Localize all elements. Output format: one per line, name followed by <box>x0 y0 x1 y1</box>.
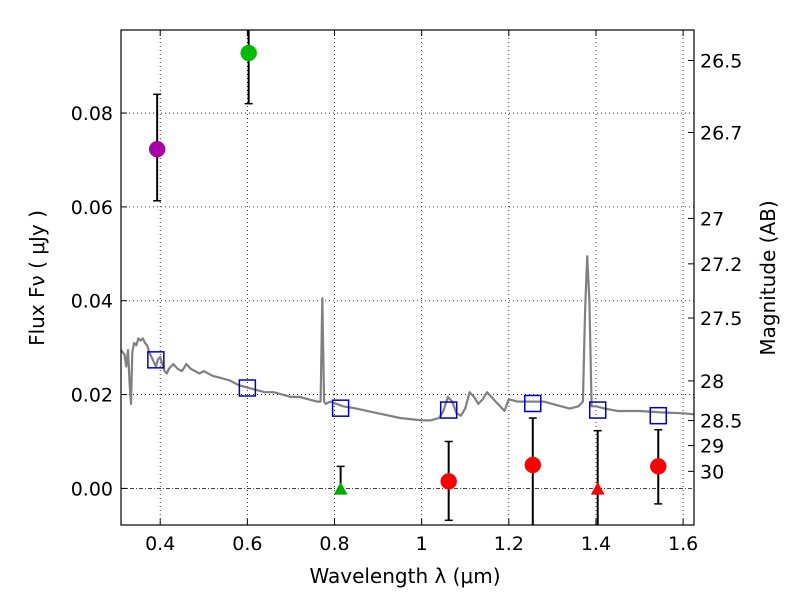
upper-limit-marker <box>333 481 348 495</box>
y-tick-label: 0.00 <box>71 478 113 500</box>
x-tick-label: 1.6 <box>668 533 698 555</box>
x-tick-label: 1.2 <box>494 533 524 555</box>
error-bars <box>153 30 663 525</box>
observed-photometry <box>148 44 667 495</box>
sed-model-line <box>120 255 695 422</box>
model-photometry-square <box>147 351 165 369</box>
x-tick-label: 0.8 <box>319 533 349 555</box>
x-tick-label: 1 <box>416 533 428 555</box>
observed-flux-point <box>440 473 457 490</box>
observed-flux-point <box>240 44 257 62</box>
x-tick-label: 1.4 <box>581 533 611 555</box>
y-tick-label: 0.02 <box>71 385 113 407</box>
y-tick-label: 0.06 <box>71 197 113 219</box>
y-axis-ticks: 0.00 0.02 0.04 0.06 0.08 <box>71 103 127 500</box>
y-tick-label: 0.08 <box>71 103 113 125</box>
sed-model-curve <box>120 255 695 422</box>
model-photometry-square <box>439 401 458 419</box>
y2-axis-label: Magnitude (AB) <box>756 200 780 355</box>
y2-tick-label: 26.5 <box>700 50 742 72</box>
y2-tick-label: 27 <box>700 208 724 230</box>
observed-flux-point <box>148 140 166 158</box>
y2-tick-label: 27.5 <box>700 308 742 330</box>
upper-limit-marker <box>590 481 605 495</box>
y-tick-label: 0.04 <box>71 291 113 313</box>
observed-flux-point <box>524 456 542 474</box>
y2-tick-label: 26.7 <box>700 122 742 144</box>
x-axis-ticks: 0.4 0.6 0.8 1 1.2 1.4 1.6 <box>145 30 698 555</box>
model-photometry-square <box>238 379 257 397</box>
x-tick-label: 0.6 <box>232 533 262 555</box>
plot-frame <box>120 29 695 526</box>
y2-tick-label: 28.5 <box>700 411 742 433</box>
model-photometry-square <box>524 394 542 413</box>
grid-lines <box>121 30 694 525</box>
model-photometry-square <box>331 399 350 417</box>
y2-tick-label: 29 <box>700 436 724 458</box>
x-tick-label: 0.4 <box>145 533 175 555</box>
x-axis-label: Wavelength λ (μm) <box>309 564 500 588</box>
model-photometry-squares <box>147 351 668 425</box>
y2-tick-label: 27.2 <box>700 254 742 276</box>
y2-tick-label: 28 <box>700 371 724 393</box>
y2-tick-label: 30 <box>700 461 724 483</box>
observed-flux-point <box>650 458 667 475</box>
y-axis-label: Flux Fν ( μJy ) <box>25 210 49 346</box>
y2-axis-ticks: 26.5 26.7 27 27.2 27.5 28 28.5 29 30 <box>688 50 742 483</box>
model-photometry-square <box>588 401 607 419</box>
model-photometry-square <box>649 406 668 425</box>
